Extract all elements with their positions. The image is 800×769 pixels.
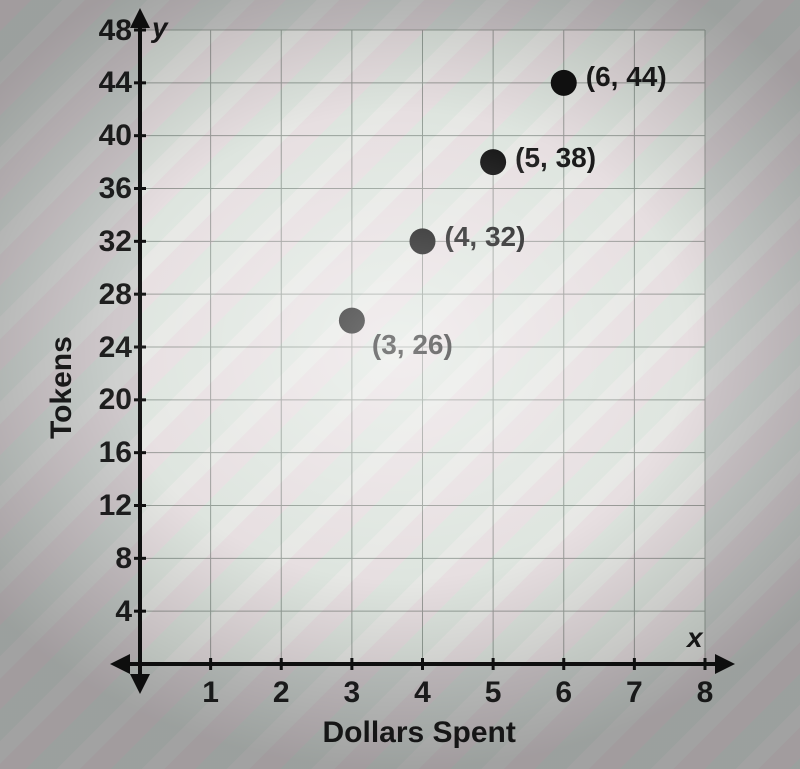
y-tick-label: 20 (82, 383, 132, 417)
x-tick-label: 8 (685, 676, 725, 710)
data-point (410, 228, 436, 254)
x-tick-label: 7 (614, 676, 654, 710)
y-tick-label: 8 (82, 542, 132, 576)
x-tick-label: 2 (261, 676, 301, 710)
x-tick-label: 5 (473, 676, 513, 710)
x-variable-letter: x (687, 622, 703, 654)
x-tick-label: 4 (403, 676, 443, 710)
y-tick-label: 12 (82, 489, 132, 523)
y-tick-label: 48 (82, 14, 132, 48)
point-label: (4, 32) (445, 221, 526, 253)
y-axis-label: Tokens (45, 336, 79, 439)
y-tick-label: 28 (82, 278, 132, 312)
point-label: (6, 44) (586, 61, 667, 93)
y-tick-label: 36 (82, 172, 132, 206)
x-tick-label: 3 (332, 676, 372, 710)
y-tick-label: 4 (82, 595, 132, 629)
y-tick-label: 40 (82, 119, 132, 153)
data-point (480, 149, 506, 175)
point-label: (5, 38) (515, 142, 596, 174)
x-tick-label: 6 (544, 676, 584, 710)
point-label: (3, 26) (372, 329, 453, 361)
data-point (339, 308, 365, 334)
chart-stage: Tokens Dollars Spent y x 481216202428323… (0, 0, 800, 769)
y-tick-label: 24 (82, 331, 132, 365)
x-tick-label: 1 (191, 676, 231, 710)
y-variable-letter: y (152, 12, 168, 44)
y-tick-label: 16 (82, 436, 132, 470)
y-tick-label: 32 (82, 225, 132, 259)
y-tick-label: 44 (82, 66, 132, 100)
x-axis-label: Dollars Spent (323, 716, 516, 750)
data-point (551, 70, 577, 96)
